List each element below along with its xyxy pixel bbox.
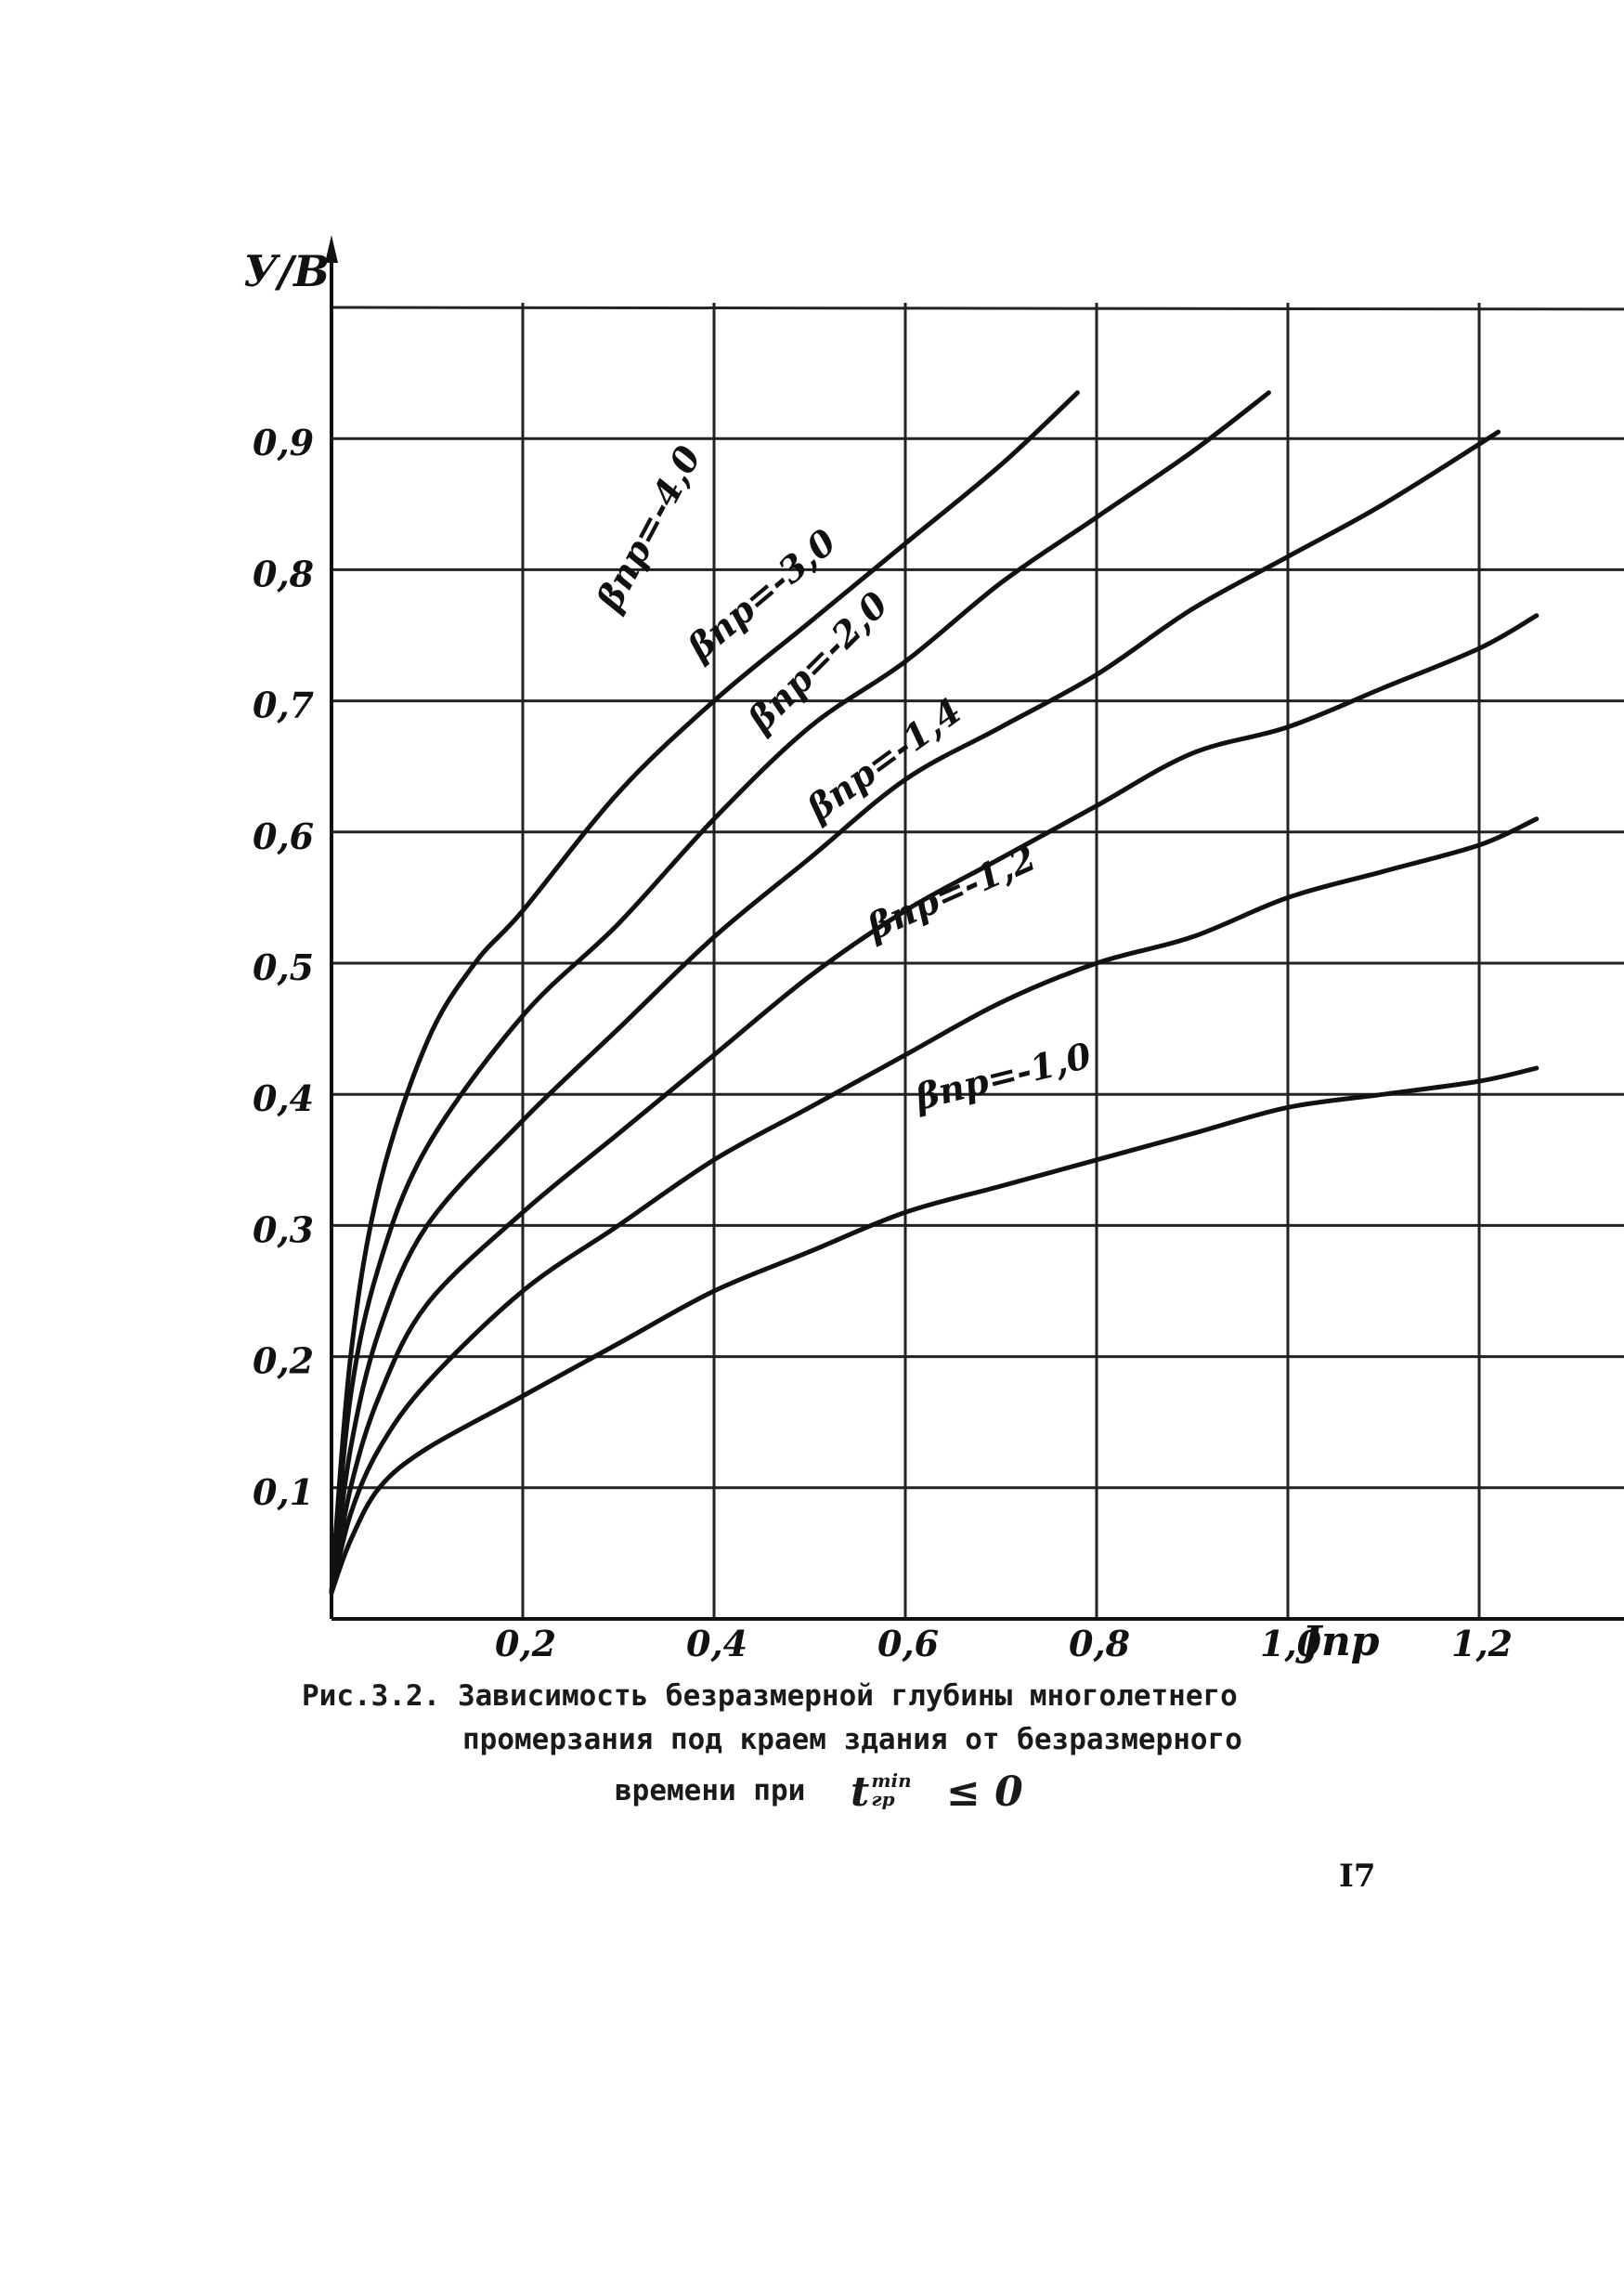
- x-tick-label-3: 0,8: [1069, 1623, 1130, 1664]
- series-line-2: [329, 429, 1501, 1596]
- y-tick-label-8: 0,9: [253, 422, 314, 463]
- formula-base: t: [850, 1768, 870, 1816]
- y-tick-label-1: 0,2: [253, 1340, 314, 1382]
- formula-rest: ≤ 0: [945, 1768, 1023, 1816]
- y-tick-label-4: 0,5: [253, 946, 314, 988]
- series-label-5: βпр=-1,0: [909, 1034, 1096, 1118]
- curve-labels: βпр=-4,0βпр=-3,0βпр=-2,0βпр=-1,4βпр=-1,2…: [587, 438, 1096, 1118]
- series-line-1: [329, 390, 1271, 1596]
- y-tick-label-0: 0,1: [253, 1471, 314, 1513]
- y-tick-label-3: 0,4: [253, 1077, 314, 1119]
- x-tick-label-2: 0,6: [877, 1623, 939, 1664]
- caption-line-3: времени при t min гр ≤ 0: [615, 1763, 1023, 1816]
- y-tick-label-7: 0,8: [253, 553, 314, 594]
- caption-prefix: времени при: [615, 1774, 806, 1807]
- x-tick-label-4: 1,0: [1260, 1623, 1322, 1664]
- y-tick-label-2: 0,3: [253, 1208, 314, 1250]
- axes: [325, 235, 1624, 1621]
- series-label-0: βпр=-4,0: [587, 438, 709, 619]
- x-axis-label: Jпр: [1295, 1618, 1380, 1665]
- series-line-0: [329, 390, 1080, 1596]
- caption-line-2: промерзания под краем здания от безразме…: [462, 1723, 1242, 1756]
- series-line-3: [329, 613, 1540, 1596]
- y-tick-label-5: 0,6: [253, 815, 314, 857]
- caption-line-1: Рис.3.2. Зависимость безразмерной глубин…: [302, 1679, 1238, 1713]
- series-line-4: [329, 816, 1540, 1596]
- y-axis-arrow: [325, 235, 338, 263]
- page-number: I7: [1339, 1858, 1376, 1895]
- grid-top: [331, 306, 1624, 311]
- tick-labels: 0,20,40,60,81,01,21,40,10,20,30,40,50,60…: [253, 422, 1513, 1664]
- series-label-4: βпр=-1,2: [860, 837, 1043, 948]
- formula-sup: min: [871, 1768, 912, 1792]
- grid: [331, 303, 1624, 1619]
- x-tick-label-5: 1,2: [1451, 1623, 1513, 1664]
- x-tick-label-0: 0,2: [495, 1623, 556, 1664]
- curves: [329, 390, 1540, 1596]
- y-tick-label-6: 0,7: [253, 685, 314, 726]
- y-axis-label: У/В: [243, 246, 330, 296]
- caption-formula: t min гр ≤ 0: [851, 1768, 1023, 1816]
- series-label-3: βпр=-1,4: [798, 689, 968, 829]
- x-tick-label-1: 0,4: [686, 1623, 747, 1664]
- series-line-5: [329, 1065, 1540, 1596]
- formula-sub: гр: [871, 1787, 895, 1810]
